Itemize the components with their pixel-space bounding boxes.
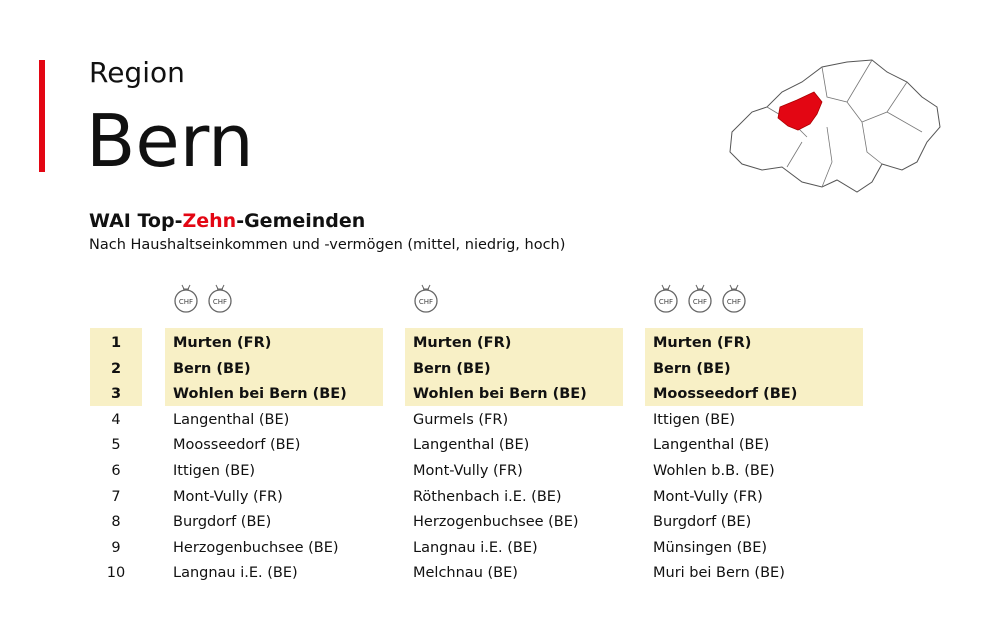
icon-label: CHF [693,298,707,306]
municipality: Langenthal (BE) [653,437,770,454]
title: Bern [86,99,254,183]
municipality: Langenthal (BE) [413,437,530,454]
municipality: Burgdorf (BE) [173,514,272,531]
icon-label: CHF [213,298,227,306]
municipality: Bern (BE) [413,360,491,377]
highlight [165,328,383,406]
map [729,59,941,193]
icon-label: CHF [727,298,741,306]
municipality: Mont-Vully (FR) [413,463,523,479]
rank: 10 [106,565,126,582]
municipality: Murten (FR) [173,335,272,351]
municipality: Gurmels (FR) [413,411,509,428]
municipality: Murten (FR) [653,335,752,351]
rank: 5 [111,437,121,454]
icon-label: CHF [659,298,673,306]
municipality: Ittigen (BE) [173,463,256,479]
chf-icon: CHF [721,283,747,313]
rank: 8 [111,514,121,531]
chf-icon: CHF [413,283,439,313]
municipality: Ittigen (BE) [653,411,736,428]
municipality: Langnau i.E. (BE) [413,539,538,556]
municipality: Herzogenbuchsee (BE) [413,514,579,531]
rank: 7 [111,488,121,505]
section-title: WAI Top-Zehn-Gemeinden [89,210,365,232]
municipality: Wohlen b.B. (BE) [653,463,775,479]
municipality: Wohlen bei Bern (BE) [413,386,587,403]
municipality: Murten (FR) [413,335,512,351]
municipality: Moosseedorf (BE) [173,437,301,454]
kicker: Region [89,56,185,89]
municipality: Moosseedorf (BE) [653,386,798,403]
municipality: Langnau i.E. (BE) [173,565,298,582]
rank: 2 [110,360,122,377]
highlight [90,328,142,406]
municipality: Röthenbach i.E. (BE) [413,488,562,505]
rank: 1 [110,335,122,351]
municipality: Bern (BE) [653,360,731,377]
rank: 4 [111,411,121,428]
chf-icon: CHF [173,283,199,313]
municipality: Langenthal (BE) [173,411,290,428]
rank: 3 [110,386,122,403]
municipality: Münsingen (BE) [653,539,768,556]
icon-label: CHF [179,298,193,306]
municipality: Bern (BE) [173,360,251,377]
rank: 9 [111,539,121,556]
icon-label: CHF [419,298,433,306]
title-part: Zehn [182,210,237,232]
municipality: Muri bei Bern (BE) [653,565,785,582]
description: Nach Haushaltseinkommen und -vermögen (m… [89,237,566,253]
rank: 6 [111,463,121,479]
municipality: Herzogenbuchsee (BE) [173,539,339,556]
title-part: WAI Top- [89,210,183,232]
municipality: Mont-Vully (FR) [653,488,763,505]
chf-icon: CHF [653,283,679,313]
municipality: Melchnau (BE) [413,565,518,582]
title-part: -Gemeinden [236,210,366,232]
chf-icon: CHF [207,283,233,313]
chf-icon: CHF [687,283,713,313]
municipality: Mont-Vully (FR) [173,488,283,505]
accent-bar [39,60,45,172]
highlight [645,328,863,406]
highlight [405,328,623,406]
municipality: Burgdorf (BE) [653,514,752,531]
municipality: Wohlen bei Bern (BE) [173,386,347,403]
